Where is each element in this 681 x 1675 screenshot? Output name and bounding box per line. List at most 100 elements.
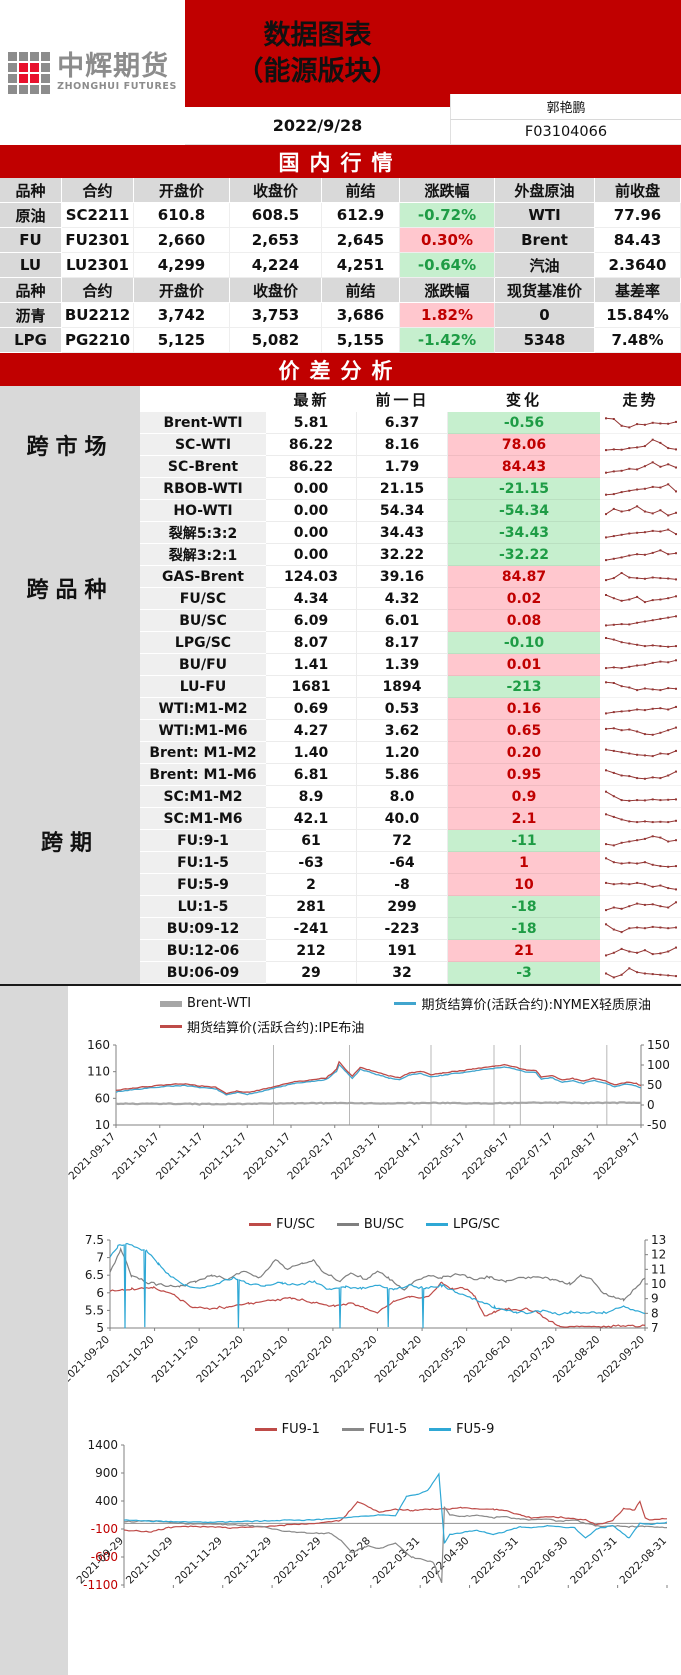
y-axis-tick-label: -600 [91,1550,118,1564]
legend-label: 期货结算价(活跃合约):NYMEX轻质原油 [421,998,651,1013]
y-axis-tick-label: 5 [96,1321,104,1335]
header-red-fill [450,0,681,95]
chart-2: FU/SC BU/SC LPG/SC 7.5 7 6.5 6 5.5 5 13 12 11 10 9 8 7 2… [60,1217,681,1418]
x-axis-tick-label: 2022-02-20 [283,1334,335,1386]
change-value-cell: -32.22 [448,544,600,566]
legend-swatch-icon [341,1428,364,1431]
x-axis-tick-label: 2022-01-20 [239,1334,291,1386]
column-header: 外盘原油 [495,178,595,203]
spread-name-cell: Brent: M1-M6 [140,764,266,786]
column-header: 品种 [0,278,62,303]
trend-sparkline-chart [604,482,677,496]
legend-label: FU1-5 [368,1422,408,1437]
charts-section: Brent-WTI 期货结算价(活跃合约):NYMEX轻质原油期货结算价(活跃合约… [0,984,681,1675]
change-value-cell: -18 [448,896,600,918]
legend-item: FU/SC [249,1217,315,1232]
sparkline [600,566,681,588]
series-line [116,1101,641,1106]
trend-sparkline-chart [604,680,677,691]
external-value-cell: 7.48% [595,328,681,353]
value-cell: 4,251 [322,253,400,278]
latest-value-cell: 8.9 [266,786,357,808]
change-percent-cell: -0.72% [400,203,495,228]
value-cell: SC2211 [62,203,134,228]
spread-name-cell: BU/SC [140,610,266,632]
trend-sparkline-chart [604,460,677,474]
trend-sparkline-chart [604,922,677,933]
external-name-cell: Brent [495,228,595,253]
previous-value-cell: -223 [357,918,448,940]
change-value-cell: 0.08 [448,610,600,632]
legend-swatch-icon [336,1223,359,1226]
trend-sparkline-chart [604,636,677,648]
y-axis-tick-label: 400 [95,1494,118,1508]
y-axis-tick-label: 5.5 [85,1303,104,1317]
value-cell: 5,125 [134,328,230,353]
column-header: 涨跌幅 [400,278,495,303]
trend-sparkline-chart [604,726,677,736]
x-axis-tick-label: 2021-11-20 [150,1334,202,1386]
spread-name-cell: HO-WTI [140,500,266,522]
external-name-cell: WTI [495,203,595,228]
value-cell: 3,742 [134,303,230,328]
line-chart-svg: 1400900400-100-600-11002021-09-292021-10… [74,1438,669,1592]
x-axis-tick-label: 2022-05-31 [469,1535,521,1587]
value-cell: FU2301 [62,228,134,253]
previous-value-cell: 72 [357,830,448,852]
trend-sparkline-chart [604,946,677,956]
y-axis-tick-label: 10 [95,1118,110,1132]
report-title: 数据图表 （能源版块） [185,0,450,107]
sparkline [600,786,681,808]
spread-name-cell: SC-Brent [140,456,266,478]
legend-item: 期货结算价(活跃合约):NYMEX轻质原油 [394,994,651,1013]
logo-company-name: 中辉期货 [57,51,170,82]
y2-axis-tick-label: 12 [651,1248,666,1262]
chart-legend: Brent-WTI 期货结算价(活跃合约):NYMEX轻质原油期货结算价(活跃合约… [68,992,681,1039]
column-header: 收盘价 [230,278,322,303]
spread-column-header: 走势 [622,390,659,409]
legend-label: Brent-WTI [187,996,252,1011]
trend-sparkline-chart [604,900,677,911]
spread-name-cell: GAS-Brent [140,566,266,588]
sparkline [600,676,681,698]
latest-value-cell: 8.07 [266,632,357,654]
spread-column-header: 最新 [293,390,330,409]
trend-sparkline-chart [604,812,677,823]
change-value-cell: -11 [448,830,600,852]
trend-sparkline-chart [604,416,677,428]
latest-value-cell: 29 [266,962,357,984]
trend-sparkline-chart [604,856,677,868]
legend-row: 期货结算价(活跃合约):IPE布油 [68,1015,681,1039]
sparkline [600,522,681,544]
x-axis-tick-label: 2022-09-20 [595,1334,647,1386]
legend-label: BU/SC [363,1217,404,1232]
series-line [124,1500,667,1533]
previous-value-cell: 5.86 [357,764,448,786]
previous-value-cell: 8.16 [357,434,448,456]
latest-value-cell: 0.69 [266,698,357,720]
y-axis-tick-label: 7.5 [85,1234,104,1247]
x-axis-tick-label: 2021-12-20 [194,1334,246,1386]
value-cell: 2,645 [322,228,400,253]
latest-value-cell: 1.41 [266,654,357,676]
change-value-cell: 0.20 [448,742,600,764]
value-cell: 4,299 [134,253,230,278]
report-title-line1: 数据图表 [263,19,372,51]
x-axis-tick-label: 2022-06-20 [462,1334,514,1386]
previous-value-cell: 21.15 [357,478,448,500]
latest-value-cell: 6.81 [266,764,357,786]
spread-group-label: 跨期 [0,698,140,984]
previous-value-cell: 39.16 [357,566,448,588]
x-axis-tick-label: 2022-02-28 [321,1535,373,1587]
legend-label: FU5-9 [456,1422,495,1437]
trend-sparkline-chart [604,571,677,581]
trend-sparkline-chart [604,768,677,780]
legend-swatch-icon [429,1428,452,1431]
value-cell: 610.8 [134,203,230,228]
sparkline [600,654,681,676]
spread-group-label: 跨品种 [0,478,140,698]
sparkline [600,544,681,566]
sparkline [600,962,681,984]
change-value-cell: -213 [448,676,600,698]
spread-name-cell: FU:1-5 [140,852,266,874]
